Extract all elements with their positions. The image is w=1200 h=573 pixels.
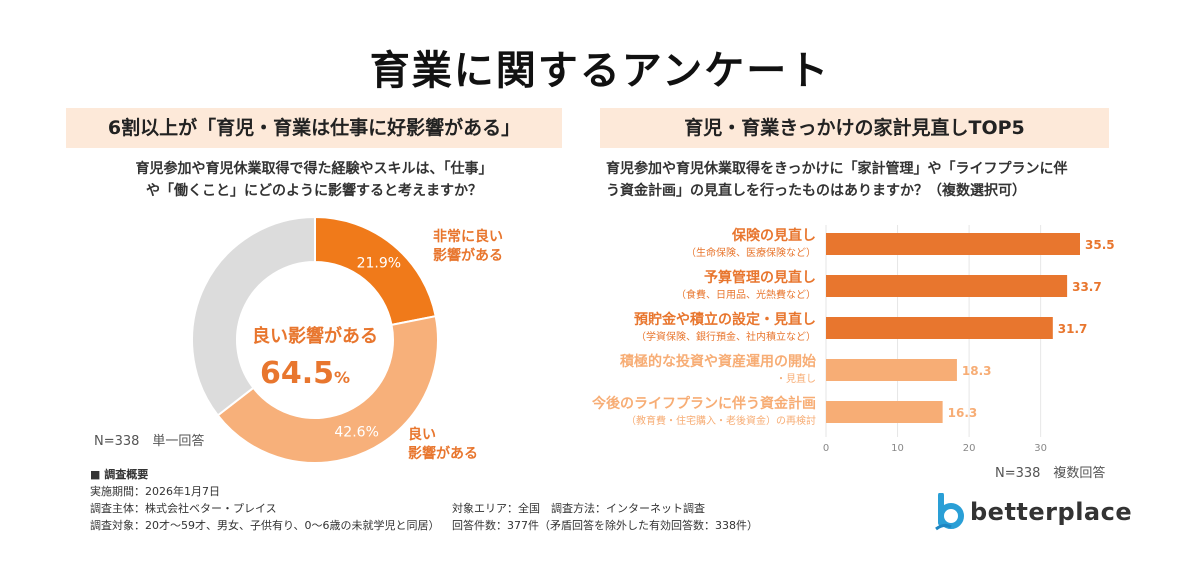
right-question-line2: う資金計画」の見直しを行ったものはありますか？（複数選択可） xyxy=(606,183,1026,199)
label-good: 良い 影響がある xyxy=(408,426,478,464)
donut-center-number: 64.5 xyxy=(260,356,334,391)
page-title: 育業に関するアンケート xyxy=(369,48,831,94)
x-tick-label-2: 20 xyxy=(963,443,976,454)
donut-slice-label-1: 42.6% xyxy=(334,424,378,440)
donut-slice-2 xyxy=(191,215,316,417)
left-question: 育児参加や育児休業取得で得た経験やスキルは、「仕事」 や「働くこと」にどのように… xyxy=(66,158,562,202)
bar-0 xyxy=(826,233,1080,255)
bar-category-sub-3: ・見直し xyxy=(776,374,816,385)
bar-value-label-3: 18.3 xyxy=(962,364,992,378)
bar-category-main-0: 保険の見直し xyxy=(732,228,816,244)
bar-category-sub-0: （生命保険、医療保険など） xyxy=(686,248,816,259)
left-question-line2: や「働くこと」にどのように影響すると考えますか？ xyxy=(146,183,482,199)
bar-category-sub-1: （食費、日用品、光熱費など） xyxy=(676,290,816,301)
left-question-line1: 育児参加や育児休業取得で得た経験やスキルは、「仕事」 xyxy=(135,161,493,177)
bar-category-label-2: 預貯金や積立の設定・見直し （学資保険、銀行預金、社内積立など） xyxy=(560,311,816,347)
donut-slice-1 xyxy=(216,315,439,464)
label-very-good-line1: 非常に良い xyxy=(433,229,503,245)
right-question-line1: 育児参加や育児休業取得をきっかけに「家計管理」や「ライフプランに伴 xyxy=(606,161,1068,177)
company-logo: betterplace xyxy=(934,493,1132,531)
bar-value-label-4: 16.3 xyxy=(948,406,978,420)
left-panel-header: 6割以上が「育児・育業は仕事に好影響がある」 xyxy=(66,108,562,148)
bar-value-label-1: 33.7 xyxy=(1072,280,1102,294)
bar-chart: 0 10 20 30 35.5 33.7 31.7 18.3 16.3 xyxy=(823,225,1115,454)
bar-3 xyxy=(826,359,957,381)
bar-value-label-2: 31.7 xyxy=(1058,322,1088,336)
bar-4 xyxy=(826,401,943,423)
donut-center-unit: % xyxy=(334,368,350,387)
label-very-good-line2: 影響がある xyxy=(433,248,503,264)
label-very-good: 非常に良い 影響がある xyxy=(433,228,503,266)
left-n-label: N=338 単一回答 xyxy=(94,434,205,449)
right-question: 育児参加や育児休業取得をきっかけに「家計管理」や「ライフプランに伴 う資金計画」… xyxy=(606,158,1116,202)
x-tick-label-3: 30 xyxy=(1034,443,1047,454)
bar-category-sub-4: （教育費・住宅購入・老後資金）の再検討 xyxy=(626,416,816,427)
donut-center-label: 良い影響がある xyxy=(252,325,378,347)
survey-heading: ■ 調査概要 xyxy=(90,468,149,481)
survey-area: 対象エリア：全国 調査方法：インターネット調査 xyxy=(452,502,705,515)
x-tick-label-0: 0 xyxy=(823,443,829,454)
label-good-line2: 影響がある xyxy=(408,446,478,462)
survey-period: 実施期間：2026年1月7日 xyxy=(90,485,220,498)
bar-value-label-0: 35.5 xyxy=(1085,238,1115,252)
bar-category-label-1: 予算管理の見直し （食費、日用品、光熱費など） xyxy=(560,269,816,305)
bar-category-main-4: 今後のライフプランに伴う資金計画 xyxy=(592,396,816,412)
bar-category-label-4: 今後のライフプランに伴う資金計画 （教育費・住宅購入・老後資金）の再検討 xyxy=(560,395,816,431)
bar-2 xyxy=(826,317,1053,339)
bar-category-sub-2: （学資保険、銀行預金、社内積立など） xyxy=(636,332,816,343)
survey-target: 調査対象：20才〜59才、男女、子供有り、0〜6歳の未就学児と同居） xyxy=(90,519,440,532)
donut-chart: 21.9% 42.6% 良い影響がある 64.5% xyxy=(191,215,439,464)
label-good-line1: 良い xyxy=(408,427,436,443)
bar-category-main-3: 積極的な投資や資産運用の開始 xyxy=(620,354,816,370)
survey-count: 回答件数：377件（矛盾回答を除外した有効回答数：338件） xyxy=(452,519,758,532)
survey-organizer: 調査主体：株式会社ベター・プレイス xyxy=(90,502,277,515)
logo-text: betterplace xyxy=(970,498,1133,526)
logo-icon xyxy=(935,493,964,531)
right-n-label: N=338 複数回答 xyxy=(995,466,1106,481)
bar-1 xyxy=(826,275,1068,297)
right-panel-header: 育児・育業きっかけの家計見直しTOP5 xyxy=(600,108,1109,148)
bar-category-label-3: 積極的な投資や資産運用の開始・見直し xyxy=(560,353,816,389)
donut-center-value: 64.5% xyxy=(260,356,350,391)
x-tick-label-1: 10 xyxy=(891,443,904,454)
bar-category-label-0: 保険の見直し （生命保険、医療保険など） xyxy=(560,227,816,263)
bar-category-main-1: 予算管理の見直し xyxy=(704,270,816,286)
bar-category-main-2: 預貯金や積立の設定・見直し xyxy=(634,312,816,328)
donut-slice-label-0: 21.9% xyxy=(357,255,401,271)
